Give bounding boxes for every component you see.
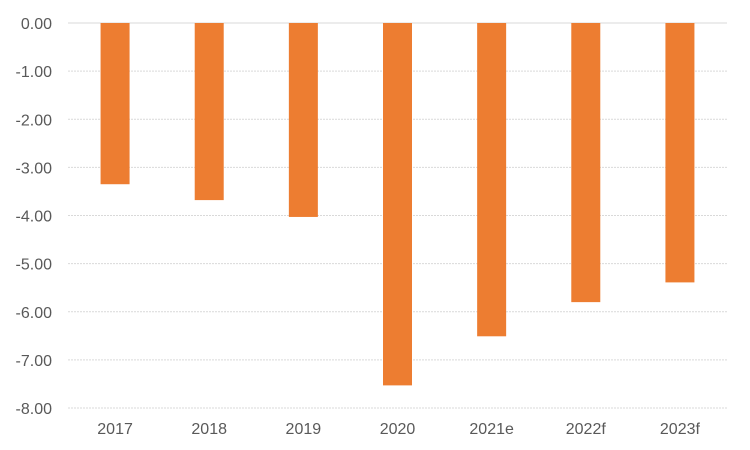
y-tick-label: -5.00 [16,257,53,274]
bar-2020 [383,23,412,386]
x-tick-label: 2022f [566,421,607,438]
x-tick-label: 2021e [469,421,514,438]
y-tick-label: -4.00 [16,209,53,226]
bar-2017 [100,23,130,185]
y-tick-label: -6.00 [16,305,53,322]
bar-2023f [665,23,695,283]
x-axis-tick-labels: 2017 2018 2019 2020 2021e 2022f 2023f [97,421,700,438]
bar-2018 [194,23,224,201]
y-axis-tick-labels: 0.00 -1.00 -2.00 -3.00 -4.00 -5.00 -6.00 -7.00 -… [16,16,53,418]
y-tick-label: 0.00 [21,16,52,33]
x-tick-label: 2023f [660,421,701,438]
gridlines [68,22,727,409]
x-tick-label: 2019 [286,421,322,438]
x-tick-label: 2020 [380,421,416,438]
y-tick-label: -3.00 [16,160,53,177]
x-tick-label: 2017 [97,421,133,438]
y-tick-label: -7.00 [16,353,53,370]
y-tick-label: -8.00 [16,401,53,418]
bar-2022f [571,23,601,303]
y-tick-label: -1.00 [16,64,53,81]
bars [100,23,695,386]
bar-2019 [288,23,318,217]
y-tick-label: -2.00 [16,112,53,129]
bar-2021e [477,23,507,337]
x-tick-label: 2018 [191,421,227,438]
